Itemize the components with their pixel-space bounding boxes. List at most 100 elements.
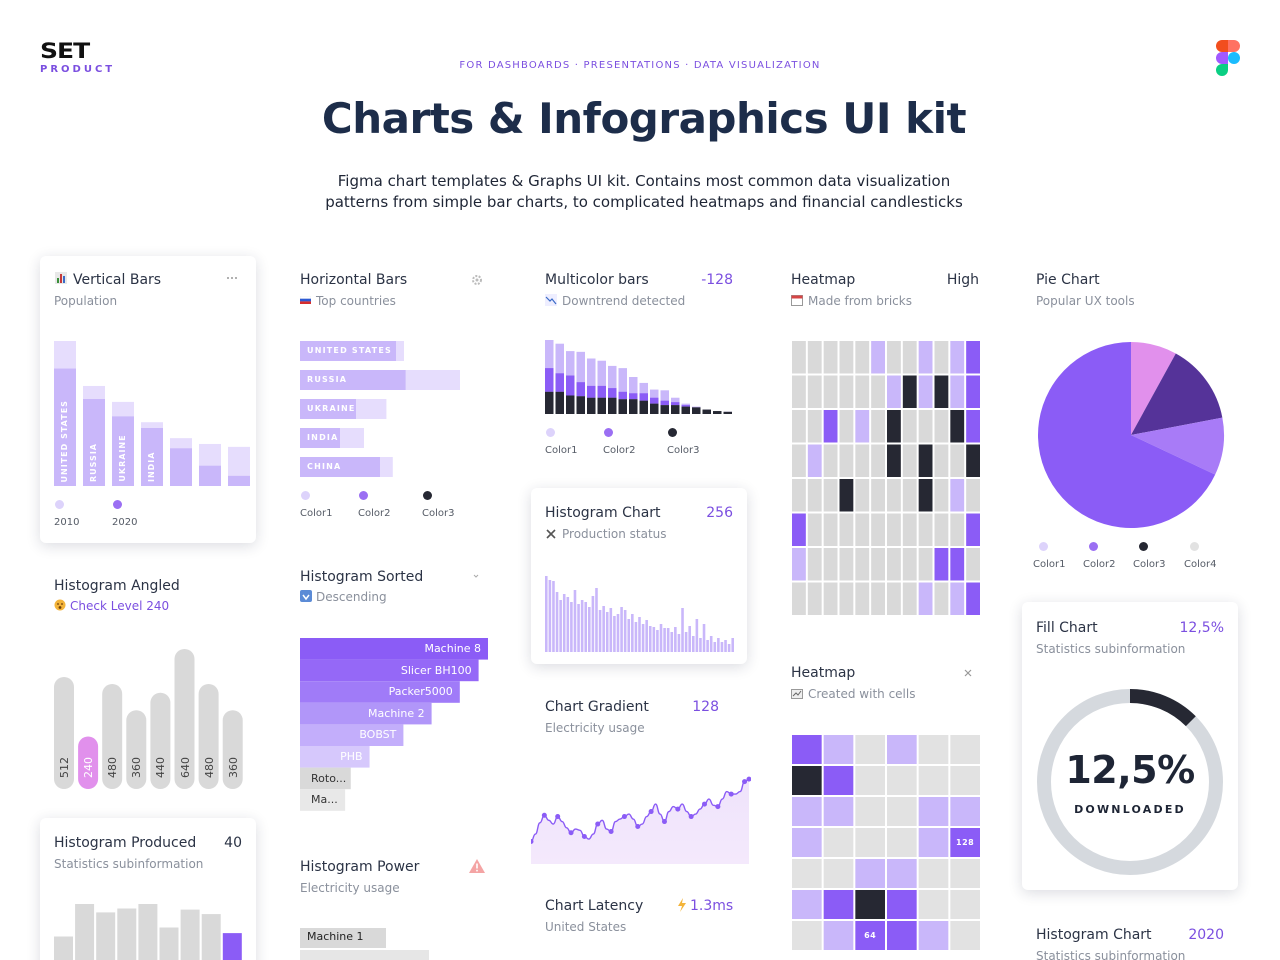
legend-dot [604,428,613,437]
heatmap-cell [887,582,901,615]
bar-color3 [650,403,659,414]
card-histogram-power[interactable]: Histogram Power Electricity usage Machin… [286,852,502,960]
card-multicolor-bars[interactable]: Multicolor bars -128 Downtrend detected … [531,256,747,476]
card-pie-chart[interactable]: Pie Chart Popular UX tools Color1 Color2… [1022,256,1238,586]
heatmap-cell [855,828,885,857]
card-title: Multicolor bars [545,272,649,288]
bar-label: UKRAINE [307,404,356,413]
heatmap-cell [887,410,901,443]
heatmap-cell [871,375,885,408]
histogram-pill [198,684,219,789]
card-heatmap-bricks[interactable]: Heatmap High Made from bricks [777,256,993,626]
heatmap-cell [918,766,949,795]
heatmap-cell [823,859,854,888]
area-marker [742,779,748,785]
heatmap-cell [792,828,822,857]
heatmap-bricks-chart [792,341,980,615]
heatmap-cell [855,890,885,919]
card-histogram-angled[interactable]: Histogram Angled Check Level 240 512 240 4… [40,570,256,800]
bar-color2 [300,399,356,419]
histogram-bar [648,626,652,652]
card-horizontal-bars[interactable]: Horizontal Bars Top countries Color1 Col… [286,256,502,536]
card-heatmap-cells[interactable]: Heatmap Created with cells 128 64 [777,658,993,960]
histogram-bar [545,576,548,652]
card-vertical-bars[interactable]: Vertical Bars Population 2010 2020 UNITE… [40,256,256,543]
card-chart-gradient[interactable]: Chart Gradient 128 Electricity usage [531,692,751,872]
histogram-bar [663,628,666,652]
legend-label: Color2 [603,445,636,456]
heatmap-cell [950,890,980,919]
card-title: Vertical Bars [73,272,162,288]
bar-color2 [300,370,406,390]
pill-value-label: 440 [154,757,168,778]
legend-item: Color2 [358,491,422,519]
heatmap-cell [966,375,980,408]
card-subtitle: Check Level 240 [70,599,170,613]
histogram-bar [695,619,699,652]
bar-2020 [199,465,221,486]
heatmap-cell [887,444,901,477]
bar-color2 [608,388,617,398]
area-marker [728,791,734,797]
produced-bar [117,908,137,960]
card-fill-chart[interactable]: Fill Chart 12,5% Statistics subinformati… [1022,602,1238,890]
area-marker [635,824,641,830]
card-title: Histogram Chart [1036,927,1152,943]
bar-label: INDIA [147,451,156,482]
heatmap-cell [823,513,838,546]
sorted-bar-label: Machine 8 [424,642,481,655]
card-subtitle: Created with cells [808,687,916,701]
legend-label: Color1 [545,445,578,456]
heatmap-cell [887,513,901,546]
heatmap-cell [871,444,885,477]
card-value: -128 [701,272,733,288]
chevron-down-icon[interactable] [472,573,480,579]
histogram-bar [659,624,663,652]
bar-color2 [300,428,340,448]
heatmap-cell [871,582,885,615]
heatmap-cell [950,444,965,477]
bar-2020 [54,368,76,486]
horizontal-bars-legend: Color1 Color2 Color3 [300,491,454,519]
eyebrow-text: FOR DASHBOARDS · PRESENTATIONS · DATA VI… [459,60,821,71]
heatmap-cell-label: 64 [864,931,877,940]
close-icon[interactable] [963,668,973,678]
histogram-bar [684,632,688,652]
legend-label: Color2 [1083,559,1116,570]
power-bar-label: Machine 1 [307,930,364,943]
histogram-pill [222,710,243,789]
heatmap-cell [918,582,933,615]
heatmap-cell [807,375,822,408]
card-histogram-sorted[interactable]: Histogram Sorted Descending Machine 8 Sli… [286,561,502,821]
card-chart-latency[interactable]: Chart Latency 1.3ms United States [531,890,747,960]
heatmap-cell [792,797,822,826]
histogram-bar [656,630,659,652]
bar-color3 [702,409,711,414]
histogram-bar [634,622,638,652]
histogram-bar [631,614,634,652]
bar-2020 [141,428,163,486]
card-histogram-chart-production[interactable]: Histogram Chart 256 Production status [531,488,747,664]
heatmap-cell [871,479,885,512]
card-histogram-chart-2020[interactable]: Histogram Chart 2020 Statistics subinfor… [1022,920,1238,960]
histogram-bar [605,612,609,652]
gear-icon[interactable] [471,274,483,286]
bar-color2 [545,368,554,392]
histogram-bar [562,594,566,652]
area-marker [702,801,708,807]
histogram-bar [591,596,595,652]
bar-color2 [629,393,638,400]
russia-flag-icon [300,296,311,304]
more-icon[interactable] [226,276,238,280]
legend-label: Color3 [422,508,455,519]
card-value: 12,5% [1179,620,1224,636]
heatmap-cell [902,582,917,615]
card-histogram-produced[interactable]: Histogram Produced 40 Statistics subinfo… [40,818,256,960]
heatmap-cell [855,766,885,795]
card-subtitle: Production status [562,527,667,541]
area-marker [661,819,667,825]
bar-color3 [555,391,564,414]
heatmap-cell [823,890,854,919]
histogram-bar [623,610,627,652]
multicolor-bars-chart [545,340,732,414]
